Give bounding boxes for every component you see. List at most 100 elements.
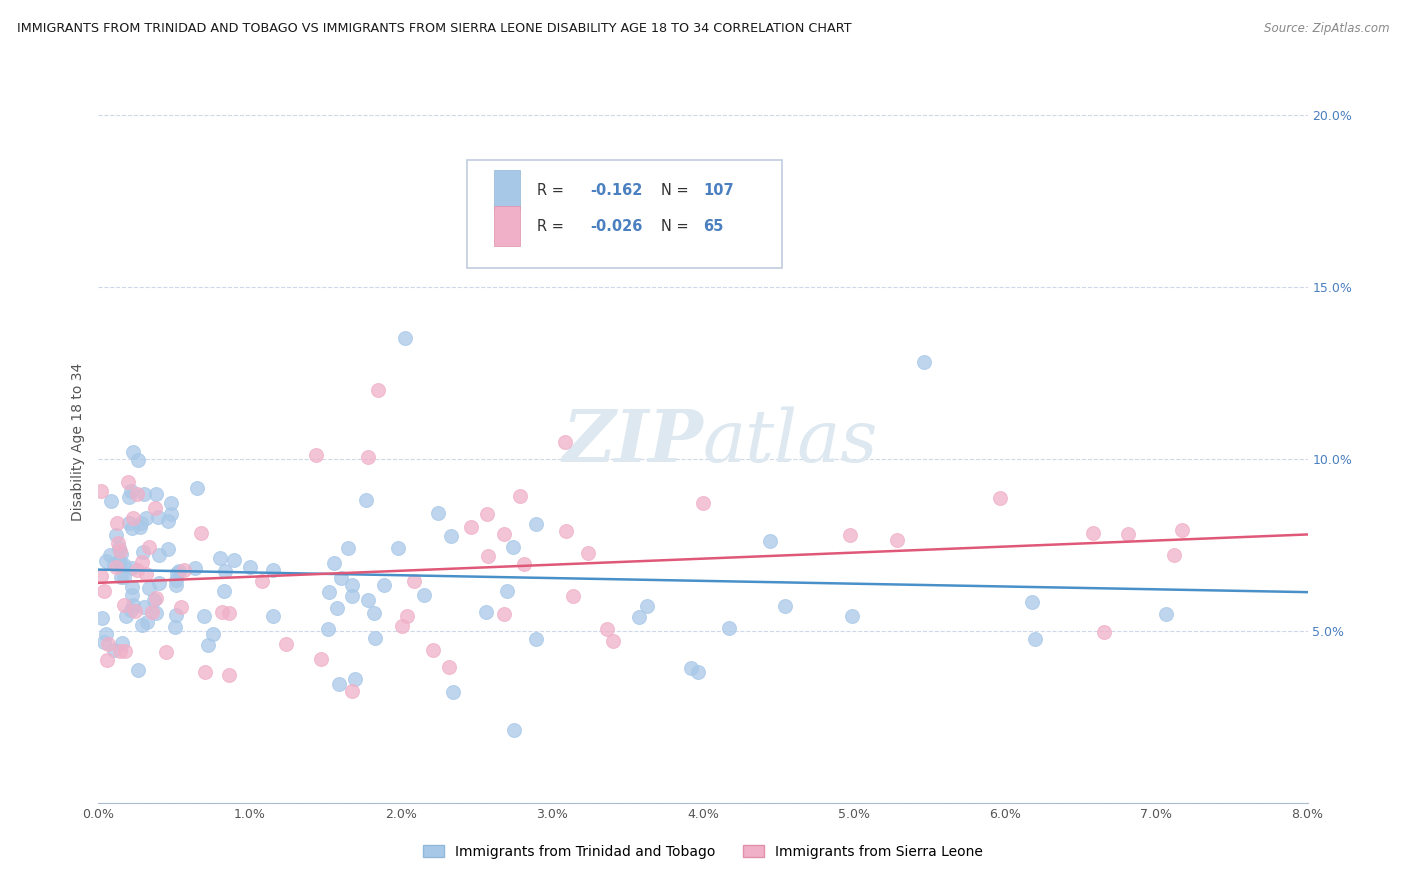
Point [309, 652, 332, 666]
Point [186, 481, 208, 495]
Point [886, 533, 908, 547]
Point [222, 553, 245, 567]
Point [103, 558, 125, 572]
Point [356, 493, 378, 508]
Point [367, 383, 389, 397]
Point [524, 516, 547, 531]
Text: -0.026: -0.026 [591, 219, 643, 234]
Point [131, 555, 153, 569]
Point [357, 593, 380, 607]
Point [330, 571, 353, 585]
Point [1154, 607, 1177, 621]
Point [108, 644, 131, 658]
Text: N =: N = [661, 219, 693, 234]
Point [681, 661, 703, 675]
Point [340, 684, 363, 698]
Point [503, 723, 526, 737]
Point [239, 560, 262, 574]
Point [124, 604, 146, 618]
Point [94, 627, 117, 641]
Point [323, 556, 346, 570]
Point [155, 645, 177, 659]
Point [838, 528, 860, 542]
Point [364, 631, 387, 645]
Point [107, 516, 129, 530]
Point [96, 653, 118, 667]
Point [90, 569, 112, 583]
Point [211, 605, 233, 619]
Point [513, 557, 536, 571]
Point [110, 555, 132, 569]
Point [316, 622, 339, 636]
Point [1163, 549, 1185, 563]
Point [555, 524, 578, 538]
Point [214, 565, 236, 579]
Point [110, 544, 132, 558]
Point [427, 506, 450, 520]
Point [342, 578, 364, 592]
Point [143, 592, 166, 607]
Point [135, 615, 157, 629]
Point [114, 609, 136, 624]
Point [107, 554, 129, 568]
Point [117, 490, 139, 504]
Point [146, 510, 169, 524]
Point [422, 643, 444, 657]
Point [138, 540, 160, 554]
Point [129, 516, 152, 530]
Point [509, 489, 531, 503]
Point [183, 561, 205, 575]
Point [477, 549, 499, 563]
Point [394, 331, 416, 345]
Point [412, 588, 434, 602]
Point [120, 484, 142, 499]
Point [1092, 624, 1115, 639]
Text: R =: R = [537, 183, 569, 198]
Point [841, 608, 863, 623]
Text: -0.162: -0.162 [591, 183, 643, 198]
Point [340, 589, 363, 603]
Point [477, 507, 499, 521]
Point [201, 626, 224, 640]
Point [93, 583, 115, 598]
Point [439, 660, 461, 674]
Y-axis label: Disability Age 18 to 34: Disability Age 18 to 34 [72, 362, 86, 521]
Point [114, 644, 136, 658]
Point [337, 541, 360, 556]
Text: atlas: atlas [703, 406, 879, 477]
Point [96, 554, 118, 568]
Point [112, 558, 135, 573]
Text: 107: 107 [703, 183, 734, 198]
Point [134, 487, 156, 501]
Point [250, 574, 273, 588]
Point [636, 599, 658, 614]
Point [93, 635, 115, 649]
Point [121, 510, 143, 524]
Text: Source: ZipAtlas.com: Source: ZipAtlas.com [1264, 22, 1389, 36]
Point [159, 507, 181, 521]
Point [617, 218, 640, 232]
Point [554, 434, 576, 449]
Point [104, 560, 127, 574]
Point [128, 519, 150, 533]
Point [135, 510, 157, 524]
Point [576, 546, 599, 560]
Point [145, 606, 167, 620]
Point [121, 445, 143, 459]
Point [209, 551, 232, 566]
Point [775, 599, 797, 614]
Point [127, 453, 149, 467]
Point [108, 541, 131, 556]
Point [90, 483, 112, 498]
Point [166, 566, 188, 580]
Point [1024, 632, 1046, 646]
Point [988, 491, 1011, 505]
Point [475, 606, 498, 620]
Bar [494, 206, 520, 246]
Point [145, 591, 167, 605]
Point [125, 487, 148, 501]
Point [143, 501, 166, 516]
Point [165, 573, 187, 587]
Point [173, 563, 195, 577]
Point [121, 560, 143, 574]
